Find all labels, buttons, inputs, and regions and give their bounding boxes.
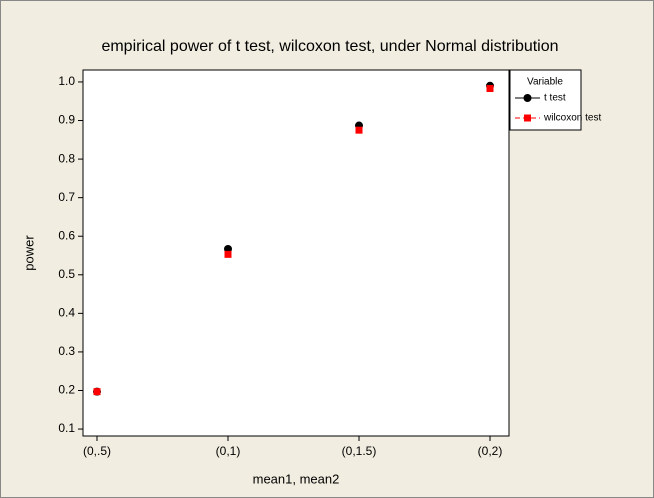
- legend: [509, 69, 582, 131]
- legend-title: Variable: [527, 77, 563, 88]
- y-tick-label: 0.7: [58, 190, 75, 204]
- x-tick-label: (0,1.5): [342, 444, 377, 458]
- chart-title: empirical power of t test, wilcoxon test…: [101, 38, 558, 55]
- marker: [93, 388, 101, 396]
- legend-marker: [524, 114, 531, 122]
- y-tick-label: 0.9: [58, 113, 75, 127]
- marker: [486, 85, 494, 93]
- x-tick-label: (0,1): [216, 444, 241, 458]
- y-tick-label: 0.6: [58, 228, 75, 242]
- x-tick-label: (0,2): [478, 444, 503, 458]
- y-tick-label: 0.2: [58, 383, 75, 397]
- y-axis-label: power: [21, 235, 36, 271]
- y-tick-label: 0.1: [58, 421, 75, 435]
- x-axis-label: mean1, mean2: [253, 471, 340, 486]
- y-tick-label: 0.4: [58, 306, 75, 320]
- y-tick-label: 0.8: [58, 151, 75, 165]
- marker: [355, 126, 363, 134]
- plot-area: [82, 69, 510, 437]
- x-tick-label: (0,.5): [83, 444, 111, 458]
- y-tick-label: 1.0: [58, 74, 75, 88]
- legend-marker: [523, 94, 532, 102]
- legend-label: t test: [544, 93, 566, 104]
- y-tick-label: 0.5: [58, 267, 75, 281]
- marker: [224, 250, 232, 258]
- y-tick-label: 0.3: [58, 344, 75, 358]
- legend-label: wilcoxon test: [543, 113, 601, 124]
